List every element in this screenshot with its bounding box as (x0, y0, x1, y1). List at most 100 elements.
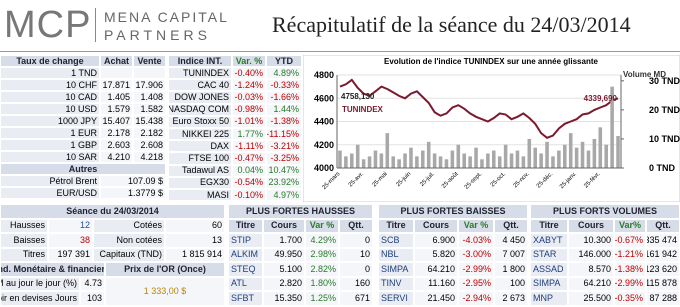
cell: 5.100 (263, 262, 305, 277)
cell: -1.24% (232, 79, 266, 92)
cell: 87 288 (646, 291, 680, 306)
volume-bar (373, 150, 378, 168)
cell: 7 007 (494, 247, 528, 262)
cell: 4.97% (266, 189, 302, 202)
cell: 1.3779 $ (100, 187, 166, 199)
cell: DOW JONES (168, 91, 232, 104)
table-title: Taux de change (0, 55, 100, 67)
volume-bar (598, 127, 603, 168)
cell: NBL (378, 247, 414, 262)
cell: -2.99% (614, 276, 646, 291)
volume-bar (397, 159, 401, 168)
column-header: Cours (414, 218, 458, 233)
volume-bar (533, 147, 537, 168)
volume-bar (527, 138, 532, 168)
cell: 2.82% (305, 262, 339, 277)
column-header: Titre (228, 218, 263, 233)
column-header: Qtt. (646, 218, 680, 233)
cell: 4.218 (133, 151, 166, 163)
cell: Hausses (0, 218, 48, 233)
cell: 1.80% (305, 276, 339, 291)
cell: 1 TND (0, 67, 100, 79)
column-header: Achat (100, 55, 133, 67)
volume-bar (574, 147, 579, 168)
cell: -1.66% (266, 91, 302, 104)
volume-bar (456, 144, 461, 168)
volume-bar (557, 150, 561, 168)
volume-bar (444, 159, 449, 168)
volume-bar (474, 147, 478, 168)
cell: -0.54% (232, 176, 266, 189)
cell: 49.950 (263, 247, 305, 262)
section-title: Autres (0, 163, 166, 175)
y-tick-label: 4200 (314, 140, 334, 150)
volume-bar (367, 156, 372, 168)
volume-bar (551, 156, 555, 168)
cell: MASI (168, 189, 232, 202)
cell: STIP (228, 233, 263, 248)
cell: -0.35% (614, 291, 646, 306)
column-header: Titre (378, 218, 414, 233)
chart: Evolution de l'indice TUNINDEX sur une a… (303, 55, 680, 202)
cell: FTSE 100 (168, 152, 232, 165)
gold-price: 1 333,00 $ (105, 276, 225, 306)
column-header: Qtt. (494, 218, 528, 233)
cell: -3.25% (266, 152, 302, 165)
volume-bar (586, 150, 591, 168)
volume-bar (338, 150, 342, 168)
column-header: Var % (458, 218, 494, 233)
volume-bar (409, 147, 413, 168)
volume-bar (610, 86, 614, 168)
volume-bar (361, 159, 366, 168)
cell: 123 620 (646, 262, 680, 277)
cell: 2.98% (305, 247, 339, 262)
cell: 1.25% (305, 291, 339, 306)
company-name: MENA CAPITAL (104, 9, 229, 25)
column-header: Titre (530, 218, 568, 233)
cell: 10 USD (0, 103, 100, 115)
cell: -1.38% (614, 262, 646, 277)
cell: -1.11% (232, 140, 266, 153)
cell: Cotées (93, 218, 165, 233)
cell: -1.38% (266, 115, 302, 128)
volume-bar (415, 156, 419, 168)
table-title: Séance du 24/03/2014 (0, 204, 225, 219)
volume-bar (616, 136, 620, 168)
cell: TMM au jour le jour (%) (0, 276, 80, 291)
chart-title: Evolution de l'indice TUNINDEX sur une a… (384, 57, 598, 66)
volume-bar (521, 156, 526, 168)
cell: Avoir en devises Jours (0, 291, 80, 306)
cell: 2 673 (494, 291, 528, 306)
cell: 1.44% (266, 103, 302, 116)
cell: NIKKEI 225 (168, 128, 232, 141)
column-header: Var % (305, 218, 339, 233)
y2-tick-label: 0 TND (649, 163, 676, 173)
cell: 10 (339, 247, 373, 262)
volume-bar (515, 150, 520, 168)
cell: 160 (339, 276, 373, 291)
volume-bar (509, 153, 514, 168)
column-header: Var. % (232, 55, 266, 67)
volume-bar (403, 153, 407, 168)
cell: 1.77% (232, 128, 266, 141)
cell: 23.92% (266, 176, 302, 189)
cell: 4.89% (266, 67, 302, 80)
annotation: 4758,130 (341, 92, 375, 101)
cell: 15.407 (100, 115, 133, 127)
cell: 12 (48, 218, 93, 233)
cell: Tadawul AS (168, 164, 232, 177)
cell: 64.210 (414, 262, 458, 277)
cell: -4.03% (458, 233, 494, 248)
cell: 15.438 (133, 115, 166, 127)
cell: NASDAQ COM (168, 103, 232, 116)
index-line (339, 78, 619, 139)
cell: 1 EUR (0, 127, 100, 139)
column-header: YTD (266, 55, 302, 67)
cell (100, 67, 133, 79)
cell: CAC 40 (168, 79, 232, 92)
legend-label: Volume MD (623, 70, 666, 79)
cell: TUNINDEX (168, 67, 232, 80)
cell: 1.700 (263, 233, 305, 248)
volume-bar (379, 153, 384, 168)
table-title: PLUS FORTES HAUSSES (228, 204, 373, 219)
